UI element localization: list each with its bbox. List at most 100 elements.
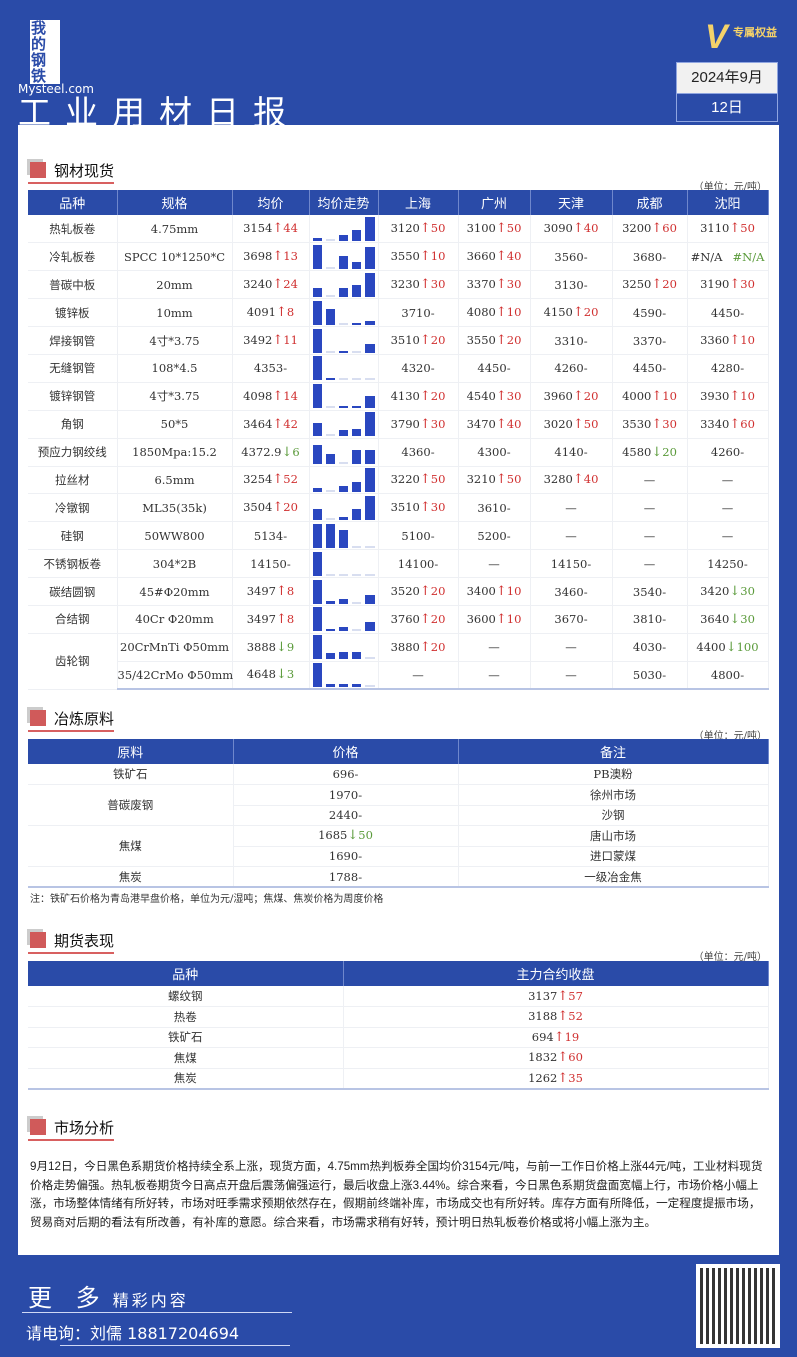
avg-price: 3240↑24 (232, 270, 310, 300)
product-name: 预应力钢绞线 (28, 438, 118, 467)
city-price: — (530, 493, 613, 523)
futures-price: 3137↑57 (343, 986, 769, 1007)
price-value: 1970 (328, 787, 359, 802)
price-value: 4320 (401, 361, 431, 376)
material-price: 696- (233, 764, 459, 785)
arrow-up-icon: ↑ (553, 1029, 565, 1045)
trend-bar (338, 627, 349, 632)
arrow-up-icon: ↑ (272, 388, 284, 404)
price-value: 1788 (328, 869, 359, 884)
price-value: 3520 (390, 584, 420, 599)
price-change: - (662, 640, 667, 655)
column-header: 沈阳 (687, 190, 769, 215)
city-price: 3370↑30 (458, 270, 531, 300)
column-header: 上海 (378, 190, 459, 215)
column-header: 成都 (612, 190, 688, 215)
column-header: 原料 (28, 739, 234, 764)
price-value: 4580 (622, 444, 652, 459)
material-price: 1690- (233, 846, 459, 867)
trend-bar (352, 284, 362, 297)
avg-price: 3254↑52 (232, 466, 310, 495)
city-price: 3760↑20 (378, 605, 459, 634)
price-change: 10 (506, 305, 522, 320)
price-value: 3680 (632, 249, 663, 264)
price-value: 3210 (466, 472, 496, 487)
price-change: 20 (506, 333, 522, 347)
trend-bar (325, 653, 335, 660)
price-change: 40 (506, 416, 522, 431)
futures-name: 铁矿石 (28, 1027, 344, 1048)
product-name: 不锈钢板卷 (28, 549, 118, 579)
table-row: 焦煤 1685↓50 唐山市场 (28, 825, 769, 867)
arrow-up-icon: ↑ (651, 388, 663, 404)
trend-cell (309, 410, 379, 439)
price-change: 20 (430, 333, 446, 347)
trend-bar (352, 601, 362, 604)
avg-price: 4372.9↓6 (232, 438, 310, 467)
price-value: 3510 (390, 333, 420, 347)
trend-bar (365, 321, 375, 325)
trend-bar (365, 573, 375, 576)
trend-bar (338, 255, 349, 269)
price-change: 50 (506, 472, 522, 487)
price-change: 6 (292, 444, 300, 459)
arrow-up-icon: ↑ (272, 500, 284, 516)
arrow-up-icon: ↑ (276, 305, 287, 321)
trend-bar (352, 684, 362, 687)
table-row: 碳结圆钢 45#Φ20mm 3497↑8 3520↑20 3400↑10 3460- 354… (28, 577, 769, 606)
city-price: 3460- (530, 577, 613, 606)
price-value: #N/A (690, 249, 723, 264)
trend-bar (325, 517, 335, 520)
price-change: #N/A (732, 249, 765, 264)
trend-sparkline (310, 607, 378, 632)
price-value: 3400 (466, 584, 496, 599)
city-price: 3120↑50 (378, 215, 459, 244)
product-name: 普碳中板 (28, 270, 118, 300)
trend-bar (338, 517, 349, 520)
city-price: 3560- (530, 242, 613, 272)
price-change: 30 (506, 277, 522, 292)
city-price: 3310- (530, 326, 613, 355)
city-price: 3340↑60 (687, 410, 769, 439)
price-change: 50 (430, 221, 446, 236)
trend-bar (312, 662, 322, 687)
price-value: 3154 (243, 221, 273, 236)
city-price: 5030- (612, 661, 688, 691)
arrow-down-icon: ↓ (725, 639, 737, 655)
futures-table: 品种 主力合约收盘 螺纹钢 3137↑57 热卷 3188↑52 铁矿石 694↑19 焦煤 1… (28, 961, 769, 1090)
product-name: 冷轧板卷 (28, 242, 118, 272)
price-value: 1685 (318, 828, 348, 843)
arrow-up-icon: ↑ (495, 472, 507, 488)
arrow-up-icon: ↑ (572, 221, 584, 237)
trend-bar (338, 652, 349, 660)
qr-code-icon[interactable] (696, 1264, 780, 1348)
price-value: 4450 (477, 361, 507, 376)
trend-bar (325, 266, 335, 269)
trend-bar (312, 356, 322, 381)
arrow-up-icon: ↑ (495, 611, 507, 627)
city-price: 3360↑10 (687, 326, 769, 355)
price-change: 8 (286, 305, 295, 320)
price-value: — (721, 472, 734, 487)
table-row: 合结钢 40Cr Φ20mm 3497↑8 3760↑20 3600↑10 3670- 38… (28, 605, 769, 634)
arrow-down-icon: ↓ (347, 828, 359, 844)
price-change: - (358, 808, 363, 823)
price-value: 3497 (246, 584, 277, 599)
product-name: 角钢 (28, 410, 118, 439)
section-futures-title: 期货表现 (28, 930, 115, 954)
table-row: 冷镦钢 ML35(35k) 3504↑20 3510↑30 3610- — — — (28, 493, 769, 523)
arrow-up-icon: ↑ (272, 416, 284, 432)
price-value: 3930 (700, 388, 730, 403)
trend-bar (338, 288, 349, 297)
material-note: PB澳粉 (458, 764, 769, 785)
price-change: 11 (283, 333, 298, 347)
arrow-up-icon: ↑ (419, 221, 431, 237)
city-price: 4450- (458, 354, 531, 383)
city-price: — (458, 633, 531, 662)
city-price: 3400↑10 (458, 577, 531, 606)
price-change: 40 (506, 249, 522, 264)
trend-bar (312, 422, 322, 437)
arrow-up-icon: ↑ (495, 416, 507, 432)
price-value: 3888 (246, 639, 277, 654)
price-change: 10 (662, 388, 677, 403)
